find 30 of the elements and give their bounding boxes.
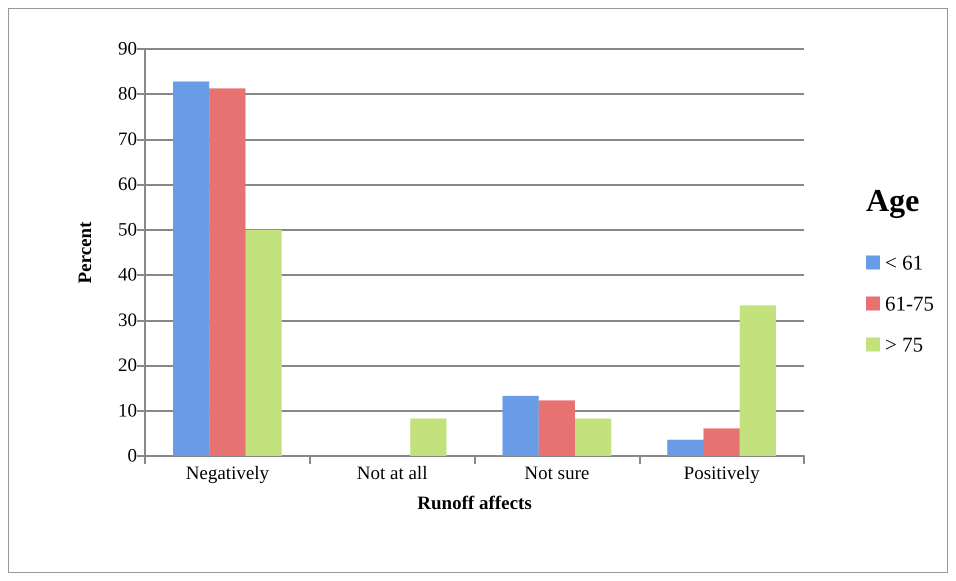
bar [209,88,246,456]
bar [740,305,776,456]
bar [502,396,539,456]
bar [704,428,740,456]
x-tick-label: Positively [684,463,760,484]
bar [574,418,612,456]
x-tick-label: Not sure [524,463,590,484]
legend-title: Age [866,182,920,219]
x-axis-title: Runoff affects [417,493,532,514]
y-tick-label: 10 [118,400,137,422]
legend-label: 61-75 [885,292,934,316]
bar [667,440,704,456]
x-tick-label: Negatively [186,463,270,484]
bar [410,418,446,456]
y-tick-label: 40 [118,264,137,286]
bar [538,400,575,456]
bar [173,82,210,456]
y-tick-label: 70 [118,128,137,150]
y-tick-label: 20 [118,355,137,376]
y-tick-label: 90 [118,38,137,60]
y-tick-label: 30 [118,310,137,331]
y-tick-label: 60 [118,174,137,196]
legend-label: < 61 [885,250,924,274]
x-tick-label: Not at all [356,463,428,484]
y-tick-label: 50 [118,219,137,240]
y-tick-label: 0 [128,446,137,466]
y-tick-label: 80 [118,84,137,105]
y-axis-title: Percent [75,220,96,284]
bar [246,230,282,456]
legend-label: > 75 [885,332,924,356]
